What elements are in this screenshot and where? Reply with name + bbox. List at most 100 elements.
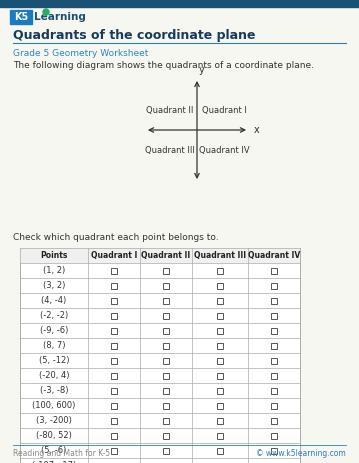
- Bar: [271, 313, 277, 319]
- Bar: [111, 343, 117, 349]
- Text: (-107, -17): (-107, -17): [32, 461, 76, 463]
- Bar: [217, 282, 223, 288]
- Bar: [111, 357, 117, 363]
- Bar: [20, 278, 300, 293]
- Bar: [111, 298, 117, 304]
- Bar: [217, 402, 223, 408]
- Bar: [163, 388, 169, 394]
- Text: K5: K5: [14, 12, 28, 22]
- Text: (1, 2): (1, 2): [43, 266, 65, 275]
- Bar: [163, 268, 169, 274]
- Circle shape: [43, 9, 49, 15]
- Bar: [111, 448, 117, 453]
- Text: (3, 2): (3, 2): [43, 281, 65, 290]
- Text: (-9, -6): (-9, -6): [40, 326, 68, 335]
- Text: Quadrant II: Quadrant II: [141, 251, 191, 260]
- Bar: [20, 248, 300, 263]
- Bar: [271, 327, 277, 333]
- Bar: [20, 413, 300, 428]
- Bar: [163, 298, 169, 304]
- Bar: [217, 268, 223, 274]
- Bar: [217, 327, 223, 333]
- Bar: [217, 343, 223, 349]
- Text: (-2, -2): (-2, -2): [40, 311, 68, 320]
- Text: Quadrant I: Quadrant I: [201, 106, 246, 114]
- Bar: [20, 383, 300, 398]
- Text: (3, -200): (3, -200): [36, 416, 72, 425]
- Bar: [111, 402, 117, 408]
- Bar: [271, 373, 277, 378]
- Text: Quadrant II: Quadrant II: [146, 106, 194, 114]
- Bar: [20, 398, 300, 413]
- Bar: [217, 313, 223, 319]
- Bar: [111, 418, 117, 424]
- Bar: [20, 338, 300, 353]
- Text: (100, 600): (100, 600): [32, 401, 76, 410]
- Bar: [271, 357, 277, 363]
- Bar: [20, 443, 300, 458]
- Bar: [111, 282, 117, 288]
- Bar: [271, 282, 277, 288]
- Text: Reading and Math for K-5: Reading and Math for K-5: [13, 450, 110, 458]
- Text: Points: Points: [40, 251, 68, 260]
- Bar: [20, 353, 300, 368]
- Bar: [163, 313, 169, 319]
- Text: Quadrant IV: Quadrant IV: [248, 251, 300, 260]
- Bar: [163, 343, 169, 349]
- Bar: [20, 248, 300, 463]
- Bar: [217, 432, 223, 438]
- Text: The following diagram shows the quadrants of a coordinate plane.: The following diagram shows the quadrant…: [13, 61, 314, 69]
- Bar: [271, 343, 277, 349]
- Bar: [111, 432, 117, 438]
- Text: (4, -4): (4, -4): [41, 296, 67, 305]
- Bar: [111, 268, 117, 274]
- Bar: [20, 263, 300, 278]
- Bar: [10, 10, 32, 24]
- Bar: [163, 357, 169, 363]
- Bar: [163, 418, 169, 424]
- Bar: [163, 448, 169, 453]
- Text: (-20, 4): (-20, 4): [39, 371, 69, 380]
- Text: Grade 5 Geometry Worksheet: Grade 5 Geometry Worksheet: [13, 49, 148, 57]
- Bar: [271, 418, 277, 424]
- Bar: [217, 388, 223, 394]
- Bar: [0, 0, 359, 7]
- Bar: [271, 402, 277, 408]
- Text: y: y: [199, 65, 205, 75]
- Bar: [271, 298, 277, 304]
- Text: (5, -12): (5, -12): [39, 356, 69, 365]
- Bar: [217, 448, 223, 453]
- Text: Quadrants of the coordinate plane: Quadrants of the coordinate plane: [13, 30, 256, 43]
- Text: Learning: Learning: [34, 12, 86, 22]
- Bar: [217, 418, 223, 424]
- Bar: [217, 373, 223, 378]
- Bar: [20, 428, 300, 443]
- Text: © www.k5learning.com: © www.k5learning.com: [256, 450, 346, 458]
- Bar: [217, 298, 223, 304]
- Bar: [20, 323, 300, 338]
- Bar: [163, 432, 169, 438]
- Text: Check which quadrant each point belongs to.: Check which quadrant each point belongs …: [13, 233, 219, 243]
- Bar: [20, 293, 300, 308]
- Text: Quadrant I: Quadrant I: [91, 251, 137, 260]
- Bar: [111, 373, 117, 378]
- Bar: [111, 388, 117, 394]
- Text: (5, -6): (5, -6): [41, 446, 67, 455]
- Bar: [163, 327, 169, 333]
- Text: Quadrant III: Quadrant III: [194, 251, 246, 260]
- Bar: [271, 268, 277, 274]
- Bar: [271, 432, 277, 438]
- Bar: [217, 357, 223, 363]
- Bar: [20, 368, 300, 383]
- Bar: [163, 282, 169, 288]
- Text: x: x: [254, 125, 260, 135]
- Bar: [271, 388, 277, 394]
- Bar: [163, 402, 169, 408]
- Text: (8, 7): (8, 7): [43, 341, 65, 350]
- Bar: [163, 373, 169, 378]
- Bar: [111, 313, 117, 319]
- Text: Quadrant IV: Quadrant IV: [199, 145, 249, 155]
- Text: (-80, 52): (-80, 52): [36, 431, 72, 440]
- Text: (-3, -8): (-3, -8): [40, 386, 68, 395]
- Text: Quadrant III: Quadrant III: [145, 145, 195, 155]
